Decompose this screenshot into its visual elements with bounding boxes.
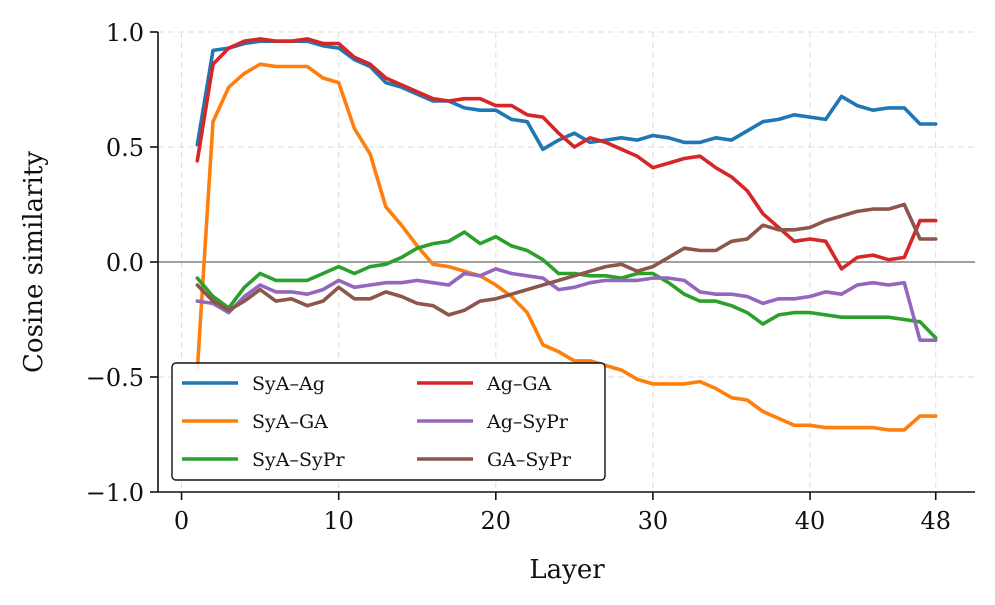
x-tick-label-4: 40 [795,507,826,535]
series-line-4 [195,267,938,343]
y-tick-label-3: −0.5 [86,364,144,392]
y-tick-label-1: 0.5 [106,134,144,162]
x-tick-label-0: 0 [174,507,189,535]
y-tick-label-0: 1.0 [106,19,144,47]
x-ticks: 0 10 20 30 40 48 [174,492,951,535]
y-axis-label: Cosine similarity [19,151,49,373]
legend: SyA–Ag SyA–GA SyA–SyPr Ag–GA Ag–SyPr GA–SyPr [171,362,606,481]
series-line-3 [195,37,938,271]
legend-frame [171,362,606,481]
legend-label-5: GA–SyPr [487,449,572,471]
series-line-2 [195,230,938,340]
y-tick-label-2: 0.0 [106,249,144,277]
legend-label-0: SyA–Ag [252,373,325,395]
y-tick-label-4: −1.0 [86,479,144,507]
x-tick-label-3: 30 [638,507,669,535]
series-line-5 [195,202,938,317]
series-lines [195,37,938,432]
legend-label-4: Ag–SyPr [486,411,569,433]
series-line-0 [195,39,938,152]
x-tick-label-5: 48 [920,507,951,535]
series-line-1 [195,62,938,432]
legend-label-2: SyA–SyPr [252,449,346,471]
x-tick-label-2: 20 [481,507,512,535]
y-ticks: 1.0 0.5 0.0 −0.5 −1.0 [86,19,158,507]
x-axis-label: Layer [529,555,605,585]
legend-label-1: SyA–GA [252,411,328,433]
x-tick-label-1: 10 [323,507,354,535]
legend-label-3: Ag–GA [486,373,552,395]
